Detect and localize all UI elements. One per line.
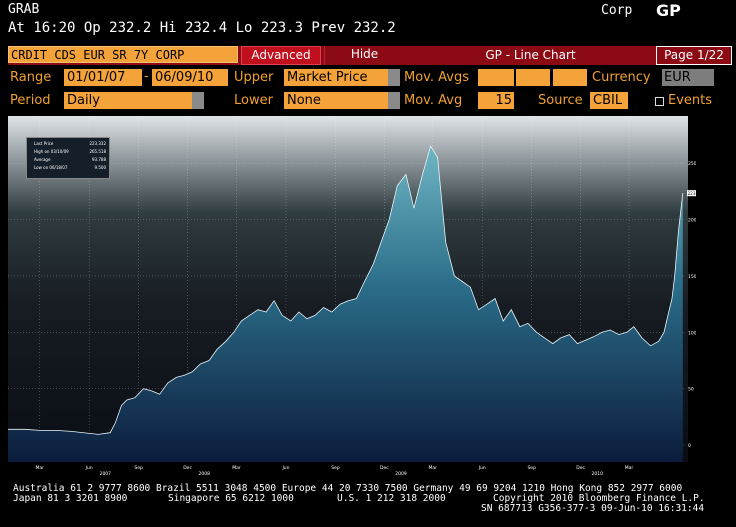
x-tick-label: Dec [576, 465, 585, 471]
x-year-label: 2009 [395, 471, 407, 476]
command-bar: CRDIT CDS EUR SR 7Y CORP Advanced Hide G… [8, 46, 732, 65]
y-tick-label: 100 [688, 330, 696, 336]
legend-high-value: 265.518 [89, 149, 106, 154]
x-year-label: 2010 [592, 471, 604, 476]
x-tick-label: Sep [527, 465, 536, 471]
x-year-label: 2007 [100, 471, 112, 476]
x-tick-label: Mar [625, 465, 634, 471]
legend-last-value: 223.332 [89, 141, 106, 146]
footer-copyright: Copyright 2010 Bloomberg Finance L.P. [493, 493, 705, 504]
mov-avg-3-field[interactable] [553, 69, 587, 86]
range-start-field[interactable]: 01/01/07 [64, 69, 142, 86]
x-tick-label: Dec [183, 465, 192, 471]
price-area [8, 146, 683, 462]
y-tick-label: 150 [688, 274, 696, 280]
lower-label: Lower [234, 93, 273, 108]
y-tick-label: 200 [688, 218, 696, 224]
period-field[interactable]: Daily [64, 92, 192, 109]
period-dropdown-icon[interactable] [192, 92, 204, 109]
x-tick-label: Dec [380, 465, 389, 471]
ticker: GRAB [8, 2, 40, 17]
legend-last-label: Last Price [34, 141, 54, 146]
footer-session-id: SN 687713 G356-377-3 09-Jun-10 16:31:44 [481, 503, 705, 514]
mov-avg-2-field[interactable] [516, 69, 550, 86]
last-value-label: 223.332 [688, 191, 697, 196]
x-tick-label: Mar [35, 465, 44, 471]
quote-line: At 16:20 Op 232.2 Hi 232.4 Lo 223.3 Prev… [8, 20, 396, 36]
page-indicator[interactable]: Page 1/22 [656, 46, 732, 65]
chart-legend: Last Price 223.332 High on 03/10/09 265.… [26, 137, 110, 179]
legend-row: High on 03/10/09 265.518 [30, 149, 108, 155]
legend-row: Average 93.788 [30, 157, 108, 163]
last-value-marker [687, 190, 696, 197]
x-tick-label: Sep [331, 465, 340, 471]
legend-row: Last Price 223.332 [30, 141, 108, 147]
footer-us: U.S. 1 212 318 2000 [337, 493, 446, 504]
source-label: Source [538, 93, 583, 108]
advanced-button[interactable]: Advanced [241, 46, 321, 65]
security-field[interactable]: CRDIT CDS EUR SR 7Y CORP [8, 46, 238, 63]
upper-dropdown-icon[interactable] [388, 69, 400, 86]
legend-row: Low on 06/18/07 9.500 [30, 165, 108, 171]
mov-avg-1-field[interactable] [478, 69, 514, 86]
legend-low-label: Low on 06/18/07 [34, 165, 68, 170]
source-field[interactable]: CBIL [590, 92, 628, 109]
legend-average-value: 93.788 [92, 157, 106, 162]
upper-field[interactable]: Market Price [284, 69, 388, 86]
lower-dropdown-icon[interactable] [388, 92, 400, 109]
x-tick-label: Jun [478, 465, 486, 471]
x-year-label: 2008 [199, 471, 211, 476]
mov-avg-field[interactable]: 15 [478, 92, 514, 109]
x-tick-label: Mar [429, 465, 438, 471]
events-label: Events [668, 93, 713, 108]
footer-contacts-line1: Australia 61 2 9777 8600 Brazil 5511 304… [13, 483, 683, 494]
events-checkbox[interactable] [655, 97, 664, 106]
market-label: Corp [601, 3, 633, 18]
y-tick-label: 250 [688, 161, 696, 167]
x-tick-label: Mar [232, 465, 241, 471]
function-logo: GP [656, 1, 681, 20]
range-end-field[interactable]: 06/09/10 [152, 69, 228, 86]
y-tick-label: 50 [688, 387, 694, 393]
mov-avgs-label: Mov. Avgs [404, 70, 469, 85]
footer-singapore: Singapore 65 6212 1000 [168, 493, 294, 504]
price-chart: 0 50 100 150 200 250 223.332 Mar Jun Sep Dec Mar Ju… [8, 116, 696, 476]
price-line [8, 145, 684, 435]
x-tick-label: Jun [85, 465, 93, 471]
chart-title: GP - Line Chart [485, 48, 576, 62]
currency-label: Currency [592, 70, 651, 85]
range-separator: - [144, 69, 149, 84]
x-tick-label: Jun [281, 465, 289, 471]
y-tick-label: 0 [688, 443, 691, 449]
hide-button[interactable]: Hide [324, 46, 404, 65]
x-tick-label: Sep [134, 465, 143, 471]
currency-field[interactable]: EUR [662, 69, 714, 86]
footer-japan: Japan 81 3 3201 8900 [13, 493, 128, 504]
mov-avg-label: Mov. Avg [404, 93, 463, 108]
legend-low-value: 9.500 [94, 165, 106, 170]
range-label: Range [10, 70, 52, 85]
lower-field[interactable]: None [284, 92, 388, 109]
legend-average-label: Average [34, 157, 51, 162]
period-label: Period [10, 93, 51, 108]
upper-label: Upper [234, 70, 274, 85]
legend-high-label: High on 03/10/09 [34, 149, 69, 154]
